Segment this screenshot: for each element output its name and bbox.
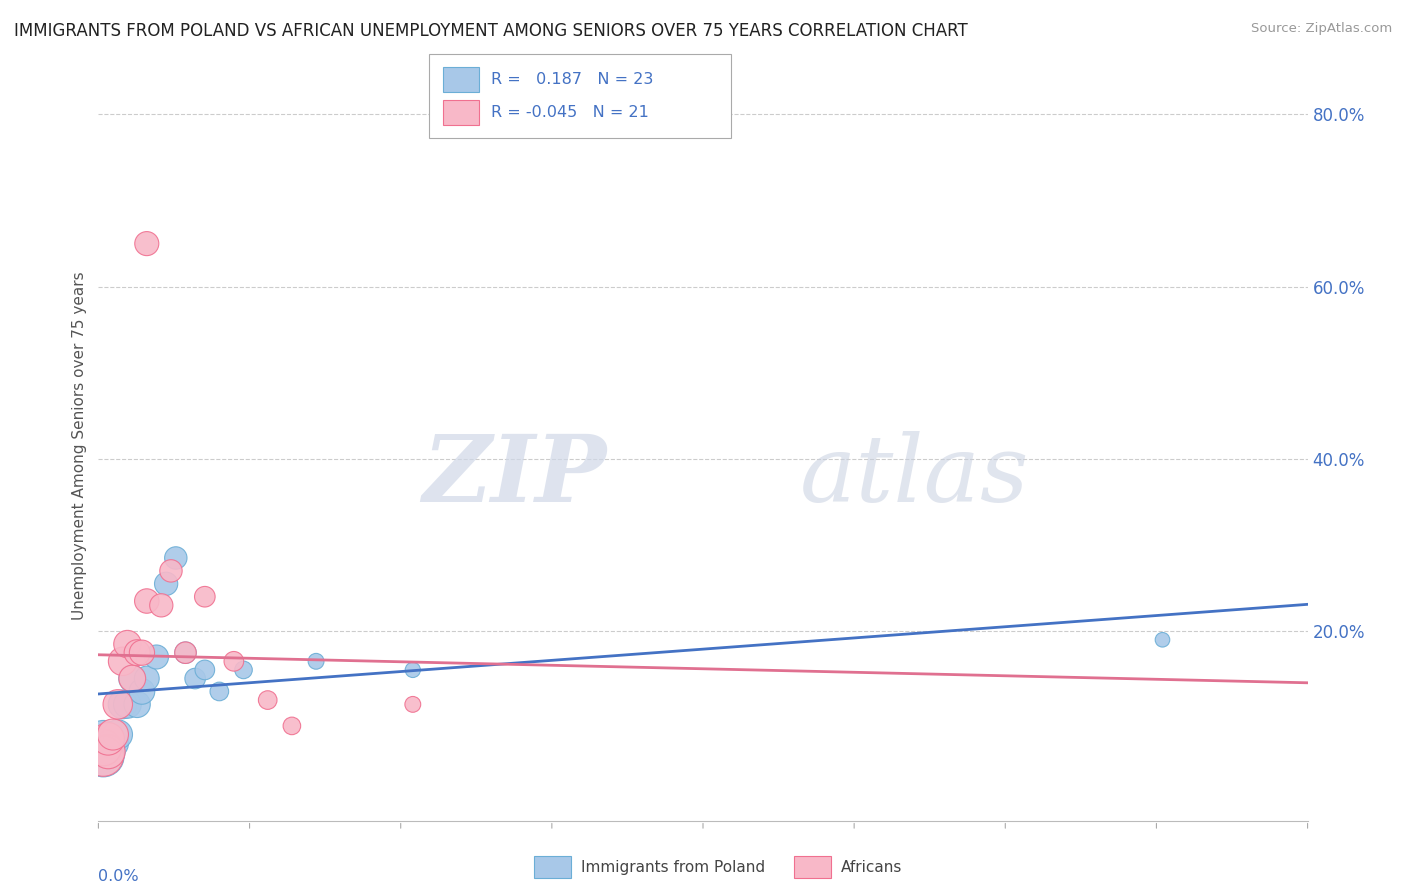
Point xyxy=(91,731,114,746)
Point xyxy=(145,650,167,665)
Point xyxy=(184,672,207,686)
Point xyxy=(135,672,157,686)
Point xyxy=(91,740,114,755)
Point xyxy=(256,693,278,707)
Text: R =   0.187   N = 23: R = 0.187 N = 23 xyxy=(491,72,652,87)
Point xyxy=(127,646,149,660)
Point xyxy=(305,654,328,668)
Point xyxy=(281,719,304,733)
Point xyxy=(117,637,139,651)
Point xyxy=(135,594,157,608)
Point xyxy=(97,740,120,755)
Point xyxy=(127,698,149,712)
Point xyxy=(107,727,129,741)
Y-axis label: Unemployment Among Seniors over 75 years: Unemployment Among Seniors over 75 years xyxy=(72,272,87,620)
Point xyxy=(121,672,143,686)
Point xyxy=(131,684,153,698)
Point xyxy=(165,551,187,566)
Point xyxy=(174,646,197,660)
Point xyxy=(232,663,254,677)
Point xyxy=(91,749,114,764)
Point xyxy=(402,698,425,712)
Point xyxy=(1152,632,1174,647)
Text: Immigrants from Poland: Immigrants from Poland xyxy=(581,860,765,874)
Point xyxy=(97,745,120,759)
Point xyxy=(101,736,124,750)
Point xyxy=(150,599,173,613)
Point xyxy=(117,698,139,712)
Text: Source: ZipAtlas.com: Source: ZipAtlas.com xyxy=(1251,22,1392,36)
Point xyxy=(121,672,143,686)
Point xyxy=(111,654,134,668)
Point xyxy=(174,646,197,660)
Point xyxy=(101,727,124,741)
Point xyxy=(208,684,231,698)
Text: ZIP: ZIP xyxy=(422,431,606,521)
Point xyxy=(97,745,120,759)
Point xyxy=(160,564,183,578)
Text: Africans: Africans xyxy=(841,860,903,874)
Point xyxy=(194,590,217,604)
Text: atlas: atlas xyxy=(800,431,1029,521)
Point xyxy=(111,698,134,712)
Point xyxy=(131,646,153,660)
Text: IMMIGRANTS FROM POLAND VS AFRICAN UNEMPLOYMENT AMONG SENIORS OVER 75 YEARS CORRE: IMMIGRANTS FROM POLAND VS AFRICAN UNEMPL… xyxy=(14,22,967,40)
Text: 0.0%: 0.0% xyxy=(98,870,139,884)
Point xyxy=(402,663,425,677)
Text: R = -0.045   N = 21: R = -0.045 N = 21 xyxy=(491,105,648,120)
Point xyxy=(135,236,157,251)
Point xyxy=(222,654,245,668)
Point xyxy=(91,749,114,764)
Point xyxy=(97,731,120,746)
Point xyxy=(155,576,177,591)
Point xyxy=(194,663,217,677)
Point xyxy=(107,698,129,712)
